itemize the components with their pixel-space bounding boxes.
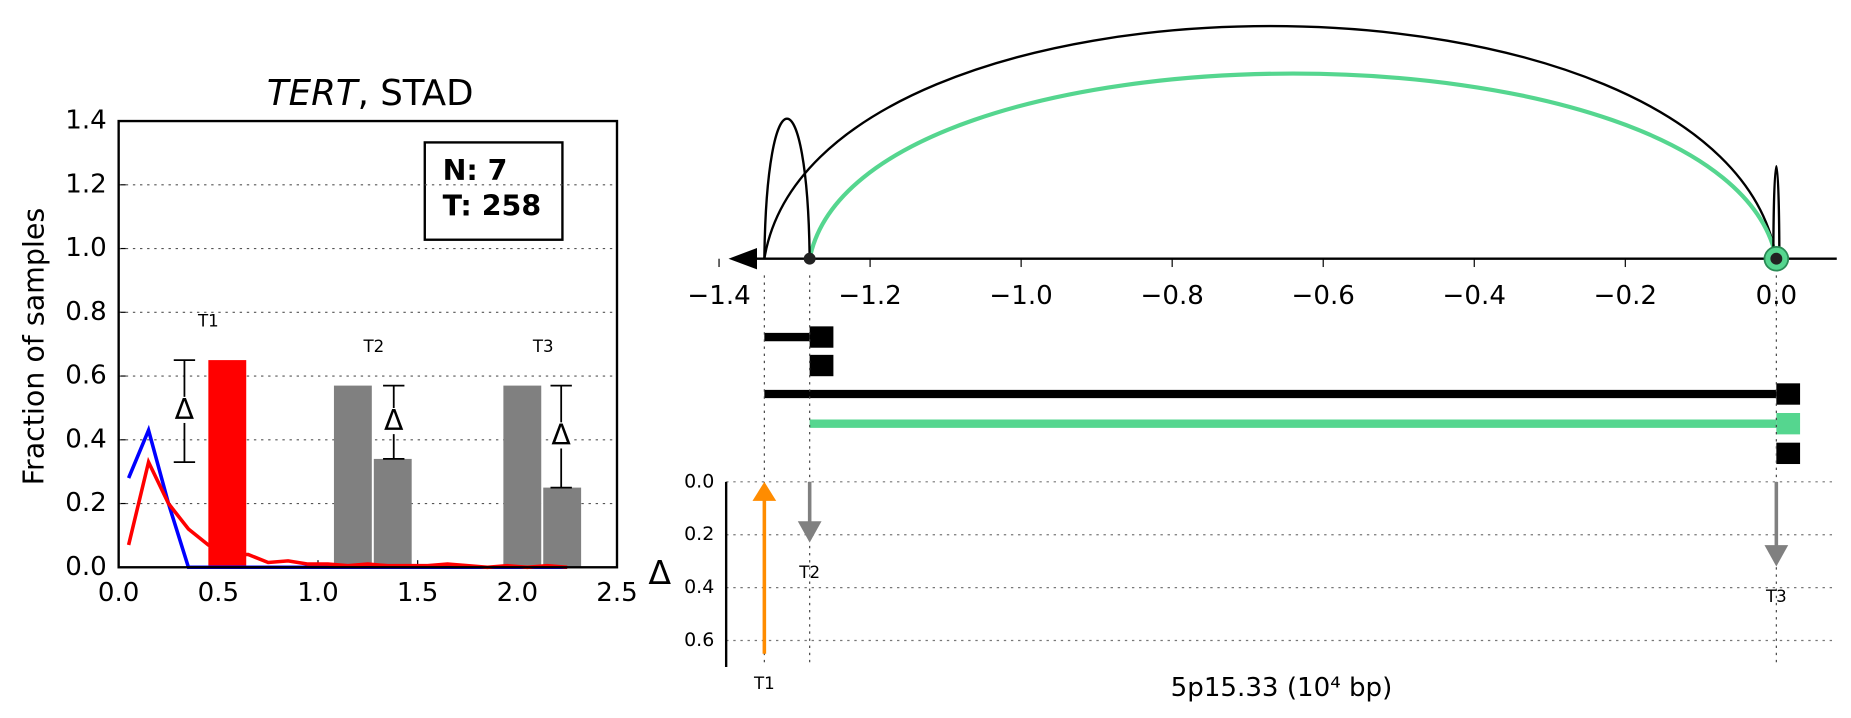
bar-group-label: T2 — [362, 337, 384, 356]
x-tick-label: 2.0 — [497, 578, 538, 608]
y-tick-label: 0.2 — [65, 488, 106, 518]
delta-symbol: Δ — [384, 404, 404, 437]
exon — [1776, 442, 1801, 465]
arc — [763, 117, 811, 259]
chart-title: TERT, STAD — [267, 73, 474, 114]
title-gene: TERT — [267, 73, 361, 114]
x-tick-label: −0.6 — [1292, 281, 1355, 311]
x-tick-label: −0.4 — [1443, 281, 1506, 311]
breakpoint — [1770, 252, 1783, 265]
exon — [809, 326, 834, 348]
delta-symbol-bg — [381, 408, 406, 435]
axis-arrow — [728, 248, 758, 270]
x-tick-label: 2.5 — [596, 578, 637, 608]
shift-label: T1 — [753, 674, 775, 693]
x-tick-label: 1.0 — [297, 578, 338, 608]
x-tick-label: −0.8 — [1140, 281, 1203, 311]
bar — [333, 385, 372, 568]
x-tick-label: 0.0 — [1756, 281, 1797, 311]
delta-symbol-bg — [172, 396, 197, 423]
bar — [503, 385, 542, 568]
x-axis-label: 5p15.33 (10⁴ bp) — [1171, 673, 1393, 703]
exon — [809, 354, 834, 377]
y-tick-label: 0.4 — [65, 424, 106, 454]
legend-text: N: 7 — [443, 154, 508, 187]
y-tick-label: 0.8 — [65, 297, 106, 327]
y-tick-label: 0.6 — [65, 361, 106, 391]
arc — [1772, 164, 1781, 259]
bar — [373, 458, 412, 568]
x-tick-label: 0.5 — [198, 578, 239, 608]
bar — [543, 487, 582, 568]
exon — [1776, 383, 1801, 405]
x-tick-label: 0.0 — [98, 578, 139, 608]
legend-box — [423, 141, 564, 241]
y-tick-label: 0.0 — [65, 552, 106, 582]
x-tick-label: −1.4 — [687, 281, 750, 311]
arrow-head — [1764, 545, 1789, 567]
y-axis-label: Δ — [648, 553, 671, 592]
x-tick-label: 1.5 — [397, 578, 438, 608]
delta-symbol: Δ — [551, 419, 571, 452]
y-tick-label: 1.4 — [65, 106, 106, 136]
bar — [208, 360, 247, 568]
y-tick-label: 0.6 — [684, 629, 714, 651]
x-tick-label: −0.2 — [1594, 281, 1657, 311]
arc — [763, 24, 1778, 259]
arc — [807, 71, 1779, 260]
arrow-head — [797, 521, 822, 543]
delta-symbol-bg — [549, 422, 574, 449]
y-tick-label: 1.0 — [65, 233, 106, 263]
shift-label: T3 — [1765, 587, 1787, 606]
delta-symbol: Δ — [175, 393, 195, 426]
bar-group-label: T1 — [197, 312, 219, 331]
y-tick-label: 0.2 — [684, 523, 714, 545]
title-rest: , STAD — [358, 73, 474, 114]
y-tick-label: 1.2 — [65, 169, 106, 199]
breakpoint — [803, 252, 816, 265]
exon — [1776, 412, 1801, 435]
y-tick-label: 0.4 — [684, 576, 714, 598]
shift-label: T2 — [798, 563, 820, 582]
bar-group-label: T3 — [532, 337, 554, 356]
x-tick-label: −1.0 — [989, 281, 1052, 311]
y-tick-label: 0.0 — [684, 470, 714, 492]
arrow-head — [752, 481, 777, 501]
y-axis-label: Fraction of samples — [18, 208, 51, 486]
plot-frame — [117, 119, 619, 569]
x-tick-label: −1.2 — [838, 281, 901, 311]
legend-text: T: 258 — [443, 190, 542, 223]
